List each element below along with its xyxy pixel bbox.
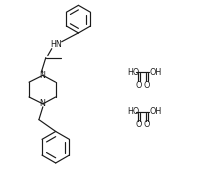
Text: O: O [143,81,150,90]
Text: O: O [135,120,142,129]
Text: N: N [39,99,45,108]
Text: OH: OH [149,68,162,77]
Text: HO: HO [127,68,139,77]
Text: O: O [143,120,150,129]
Text: OH: OH [149,107,162,116]
Text: O: O [135,81,142,90]
Text: N: N [39,71,45,80]
Text: HN: HN [50,40,62,49]
Text: HO: HO [127,107,139,116]
